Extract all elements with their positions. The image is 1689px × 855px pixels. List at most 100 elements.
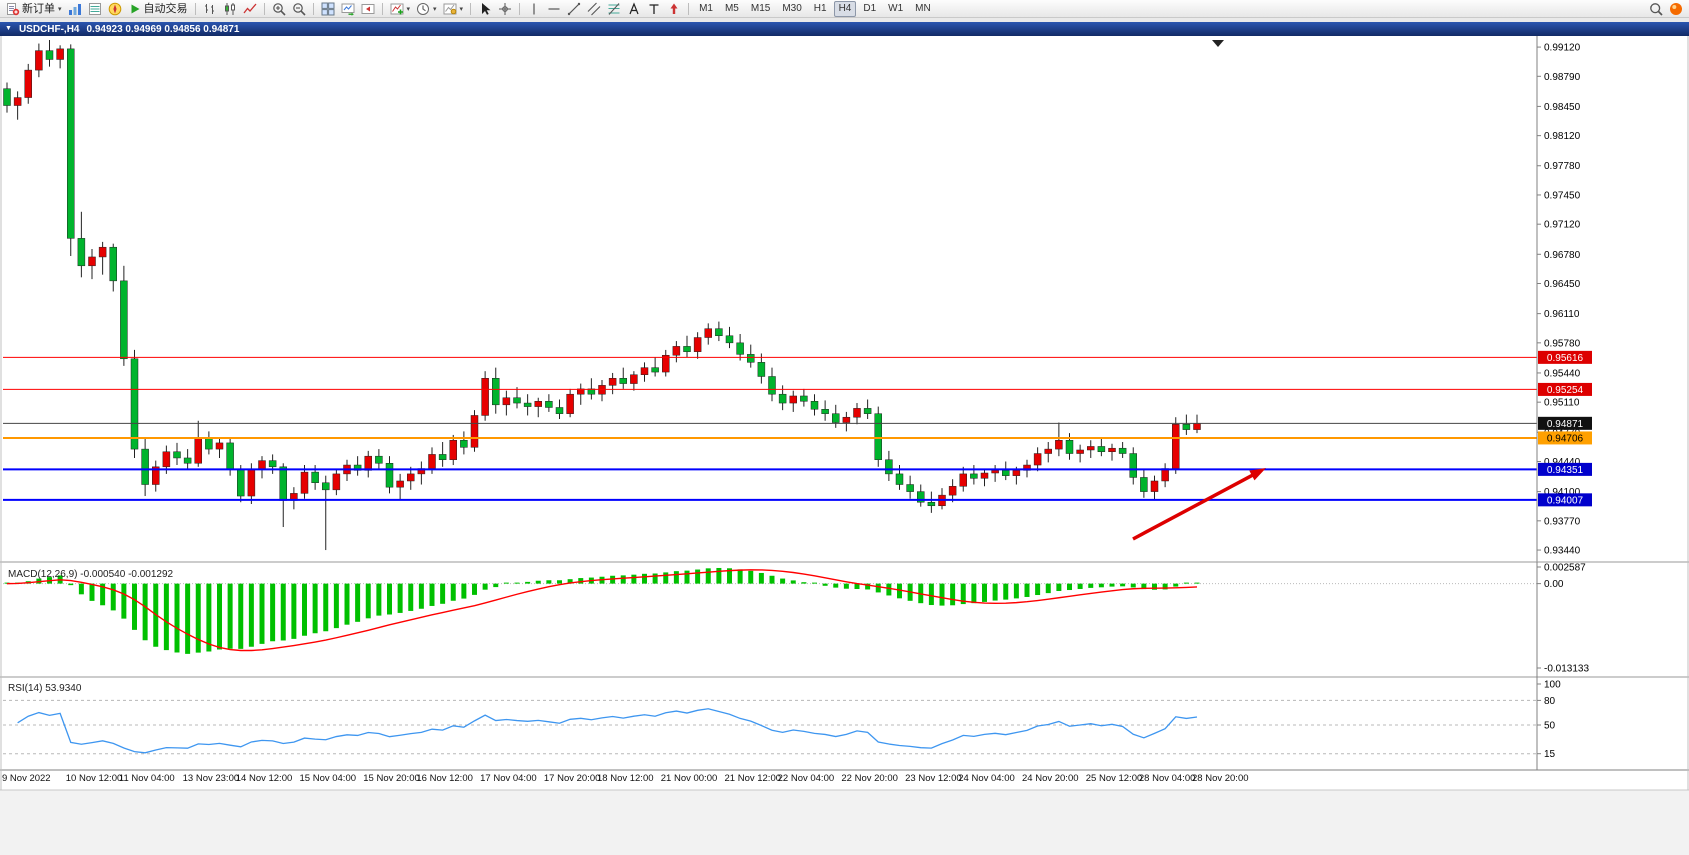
candle-body — [917, 491, 925, 503]
zoom-out-icon[interactable] — [289, 1, 309, 17]
candle-body — [832, 413, 840, 423]
fibonacci-icon[interactable] — [604, 1, 624, 17]
auto-scroll-icon[interactable] — [338, 1, 358, 17]
rsi-panel: RSI(14) 53.9340 100 80 50 15 — [3, 677, 1561, 770]
candlestick-chart-icon[interactable] — [220, 1, 240, 17]
indicators-icon[interactable]: ▾ — [387, 1, 414, 17]
arrows-icon — [667, 2, 681, 16]
chart-window-titlebar[interactable]: ▼ USDCHF-,H4 0.94923 0.94969 0.94856 0.9… — [0, 22, 1689, 36]
timeframe-m30[interactable]: M30 — [782, 2, 802, 14]
candle-body — [747, 354, 755, 363]
timeframe-m1[interactable]: M1 — [699, 2, 713, 14]
candle-body — [162, 451, 171, 468]
bar-chart-icon[interactable] — [200, 1, 220, 17]
candle-body — [152, 466, 160, 485]
horizontal-line-icon — [547, 2, 561, 16]
market-watch-icon[interactable] — [65, 1, 85, 17]
zoom-in-icon — [272, 2, 286, 16]
zoom-in-icon[interactable] — [269, 1, 289, 17]
horizontal-line-icon[interactable] — [544, 1, 564, 17]
candle-body — [194, 438, 202, 464]
candlestick-series — [3, 40, 1201, 551]
candle-body — [555, 407, 564, 414]
candle-body — [3, 88, 11, 106]
caret-down-icon: ▾ — [459, 5, 464, 13]
candle-body — [683, 346, 691, 352]
candle-body — [566, 393, 574, 414]
cursor-icon[interactable] — [475, 1, 495, 17]
time-label: 24 Nov 04:00 — [958, 773, 1015, 784]
chart-shift-marker[interactable] — [1212, 40, 1224, 47]
candle-body — [927, 501, 936, 507]
price-tick-label: 0.95110 — [1544, 398, 1580, 409]
chart-area[interactable]: 0.99120 0.98790 0.98450 0.98120 0.97780 0.974… — [0, 36, 1689, 855]
price-tick-label: 0.96780 — [1544, 250, 1581, 261]
label-icon[interactable] — [644, 1, 664, 17]
channel-icon[interactable] — [584, 1, 604, 17]
candle-body — [619, 378, 627, 384]
line-chart-icon — [243, 2, 257, 16]
tile-windows-icon[interactable] — [318, 1, 338, 17]
search-icon[interactable] — [1646, 1, 1666, 17]
price-tick-label: 0.99120 — [1544, 43, 1581, 54]
candle-body — [492, 378, 500, 406]
candle-body — [1150, 480, 1159, 492]
price-tick-label: 0.95780 — [1544, 338, 1581, 349]
new-order-button[interactable]: 新订单 ▾ — [3, 1, 65, 17]
candle-body — [1076, 449, 1084, 454]
timeframe-d1[interactable]: D1 — [863, 2, 877, 14]
bottom-strip — [0, 790, 1689, 855]
price-badge — [1538, 382, 1592, 396]
data-window-icon[interactable] — [85, 1, 105, 17]
navigator-icon[interactable] — [105, 1, 125, 17]
candle-body — [640, 367, 649, 375]
promo-icon[interactable] — [1666, 1, 1686, 17]
macd-panel: MACD(12,26,9) -0.000540 -0.001292 0.00258… — [3, 562, 1589, 677]
timeframe-mn[interactable]: MN — [915, 2, 931, 14]
candle-body — [534, 401, 542, 407]
candle-body — [45, 50, 54, 60]
time-label: 21 Nov 12:00 — [725, 773, 782, 784]
timeframe-h4[interactable]: H4 — [833, 0, 857, 17]
candle-body — [810, 401, 819, 410]
time-label: 13 Nov 23:00 — [183, 773, 240, 784]
candle-body — [13, 97, 22, 106]
window-menu-icon[interactable]: ▼ — [5, 25, 12, 32]
candle-body — [375, 455, 383, 464]
time-label: 28 Nov 04:00 — [1139, 773, 1196, 784]
text-icon[interactable] — [624, 1, 644, 17]
candle-body — [385, 463, 394, 488]
arrows-icon[interactable] — [664, 1, 684, 17]
crosshair-icon[interactable] — [495, 1, 515, 17]
rsi-tick-label: 15 — [1544, 749, 1556, 760]
vertical-line-icon[interactable] — [524, 1, 544, 17]
templates-icon[interactable]: ▾ — [440, 1, 467, 17]
candle-body — [88, 256, 96, 267]
candle-body — [109, 246, 117, 282]
indicators-icon — [390, 2, 404, 16]
candle-body — [1033, 453, 1042, 466]
price-badge — [1538, 416, 1592, 430]
timeframe-m5[interactable]: M5 — [724, 2, 739, 14]
toolbar-separator — [263, 2, 265, 15]
candle-body — [970, 473, 978, 479]
candlestick-chart-icon — [223, 2, 237, 16]
price-tick-label: 0.96450 — [1544, 279, 1581, 290]
periods-icon[interactable]: ▾ — [413, 1, 440, 17]
timeframe-h1[interactable]: H1 — [813, 2, 827, 14]
price-tick-label: 0.94440 — [1544, 457, 1581, 468]
line-chart-icon[interactable] — [240, 1, 260, 17]
time-label: 28 Nov 20:00 — [1192, 773, 1249, 784]
trend-arrow[interactable] — [1132, 468, 1266, 541]
trendline-icon[interactable] — [564, 1, 584, 17]
candle-body — [587, 388, 596, 395]
chart-shift-icon[interactable] — [358, 1, 378, 17]
timeframe-w1[interactable]: W1 — [888, 2, 904, 14]
time-label: 24 Nov 20:00 — [1022, 773, 1079, 784]
auto-trading-button[interactable]: 自动交易 — [125, 1, 191, 17]
timeframe-m15[interactable]: M15 — [750, 2, 771, 14]
price-tick-label: 0.97120 — [1544, 220, 1581, 231]
candle-body — [215, 442, 224, 450]
candle-body — [130, 358, 139, 450]
caret-down-icon: ▾ — [406, 5, 411, 13]
